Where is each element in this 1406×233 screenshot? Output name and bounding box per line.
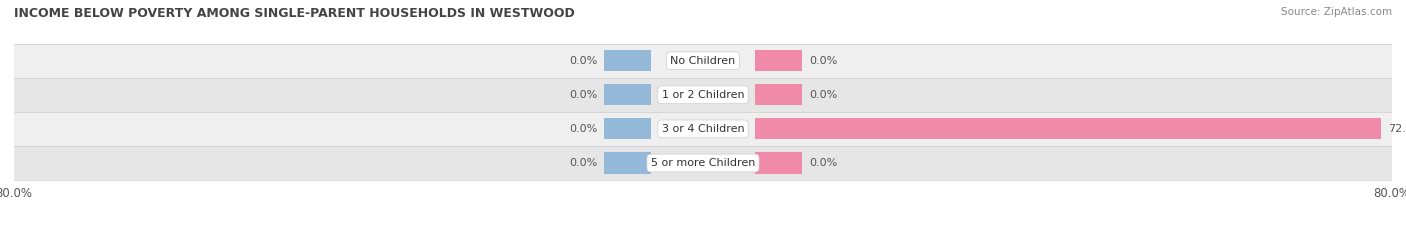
Bar bbox=[755, 84, 801, 105]
Text: 0.0%: 0.0% bbox=[808, 90, 837, 100]
Bar bbox=[755, 50, 801, 71]
Bar bbox=[755, 152, 801, 174]
Text: 0.0%: 0.0% bbox=[569, 90, 598, 100]
Bar bbox=[755, 118, 1381, 140]
Text: 0.0%: 0.0% bbox=[808, 56, 837, 66]
Bar bbox=[14, 78, 1392, 112]
Text: Source: ZipAtlas.com: Source: ZipAtlas.com bbox=[1281, 7, 1392, 17]
Text: 3 or 4 Children: 3 or 4 Children bbox=[662, 124, 744, 134]
Text: 0.0%: 0.0% bbox=[569, 158, 598, 168]
Text: 0.0%: 0.0% bbox=[569, 124, 598, 134]
Bar bbox=[605, 118, 651, 140]
Legend: Single Father, Single Mother: Single Father, Single Mother bbox=[598, 230, 808, 233]
Text: 1 or 2 Children: 1 or 2 Children bbox=[662, 90, 744, 100]
Bar bbox=[605, 50, 651, 71]
Bar bbox=[605, 84, 651, 105]
Bar bbox=[14, 146, 1392, 180]
Bar bbox=[14, 44, 1392, 78]
Bar bbox=[605, 152, 651, 174]
Bar bbox=[14, 112, 1392, 146]
Text: 0.0%: 0.0% bbox=[569, 56, 598, 66]
Text: INCOME BELOW POVERTY AMONG SINGLE-PARENT HOUSEHOLDS IN WESTWOOD: INCOME BELOW POVERTY AMONG SINGLE-PARENT… bbox=[14, 7, 575, 20]
Text: 0.0%: 0.0% bbox=[808, 158, 837, 168]
Text: 5 or more Children: 5 or more Children bbox=[651, 158, 755, 168]
Text: No Children: No Children bbox=[671, 56, 735, 66]
Text: 72.7%: 72.7% bbox=[1388, 124, 1406, 134]
